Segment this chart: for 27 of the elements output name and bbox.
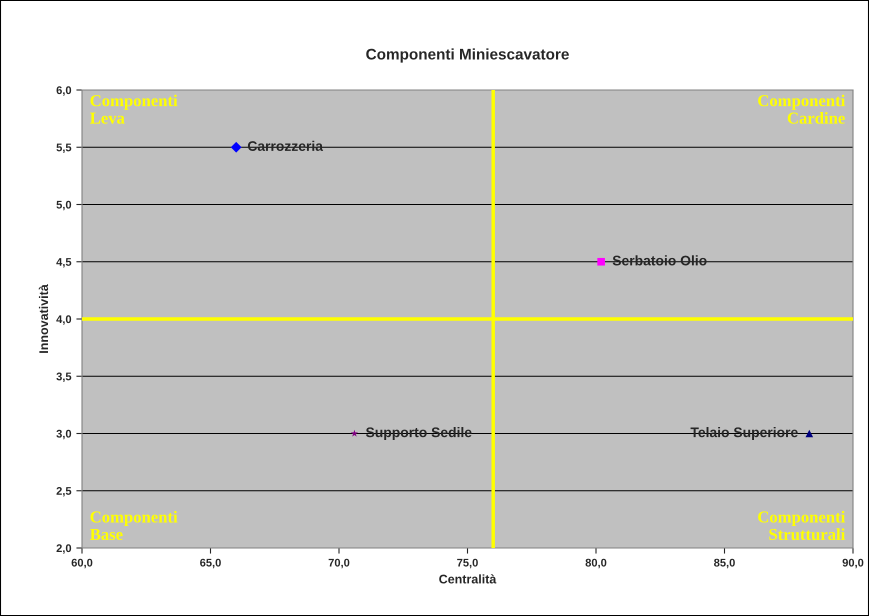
x-axis-title: Centralità bbox=[439, 574, 496, 584]
annotation: Componenti Cardine bbox=[758, 94, 846, 124]
annotation: Componenti Strutturali bbox=[758, 510, 846, 540]
y-tick-label: 5,0 bbox=[56, 200, 72, 210]
y-tick-label: 4,5 bbox=[56, 258, 72, 268]
point bbox=[230, 142, 242, 153]
point bbox=[350, 430, 358, 437]
y-tick-label: 2,0 bbox=[56, 544, 72, 554]
x-tick-label: 60,0 bbox=[72, 558, 92, 568]
point bbox=[597, 258, 605, 266]
annotation: Componenti Leva bbox=[90, 94, 178, 124]
y-tick-label: 3,5 bbox=[56, 372, 72, 382]
y-tick-label: 4,0 bbox=[56, 315, 72, 325]
x-tick-label: 85,0 bbox=[714, 558, 735, 568]
y-tick-label: 5,5 bbox=[56, 144, 72, 153]
point bbox=[806, 430, 814, 438]
x-tick-label: 65,0 bbox=[200, 558, 221, 568]
y-tick-label: 2,5 bbox=[56, 487, 72, 496]
y-axis-title: Innovatività bbox=[38, 284, 48, 353]
chart-title: Componenti Miniescavatore bbox=[366, 48, 569, 63]
x-tick-label: 90,0 bbox=[842, 558, 864, 568]
annotation: Componenti Base bbox=[90, 510, 178, 540]
x-tick-label: 80,0 bbox=[586, 558, 606, 568]
y-tick-label: 3,0 bbox=[56, 430, 72, 440]
x-tick-label: 70,0 bbox=[328, 558, 350, 568]
x-tick-label: 75,0 bbox=[457, 558, 478, 568]
y-tick-label: 6,0 bbox=[56, 86, 72, 96]
